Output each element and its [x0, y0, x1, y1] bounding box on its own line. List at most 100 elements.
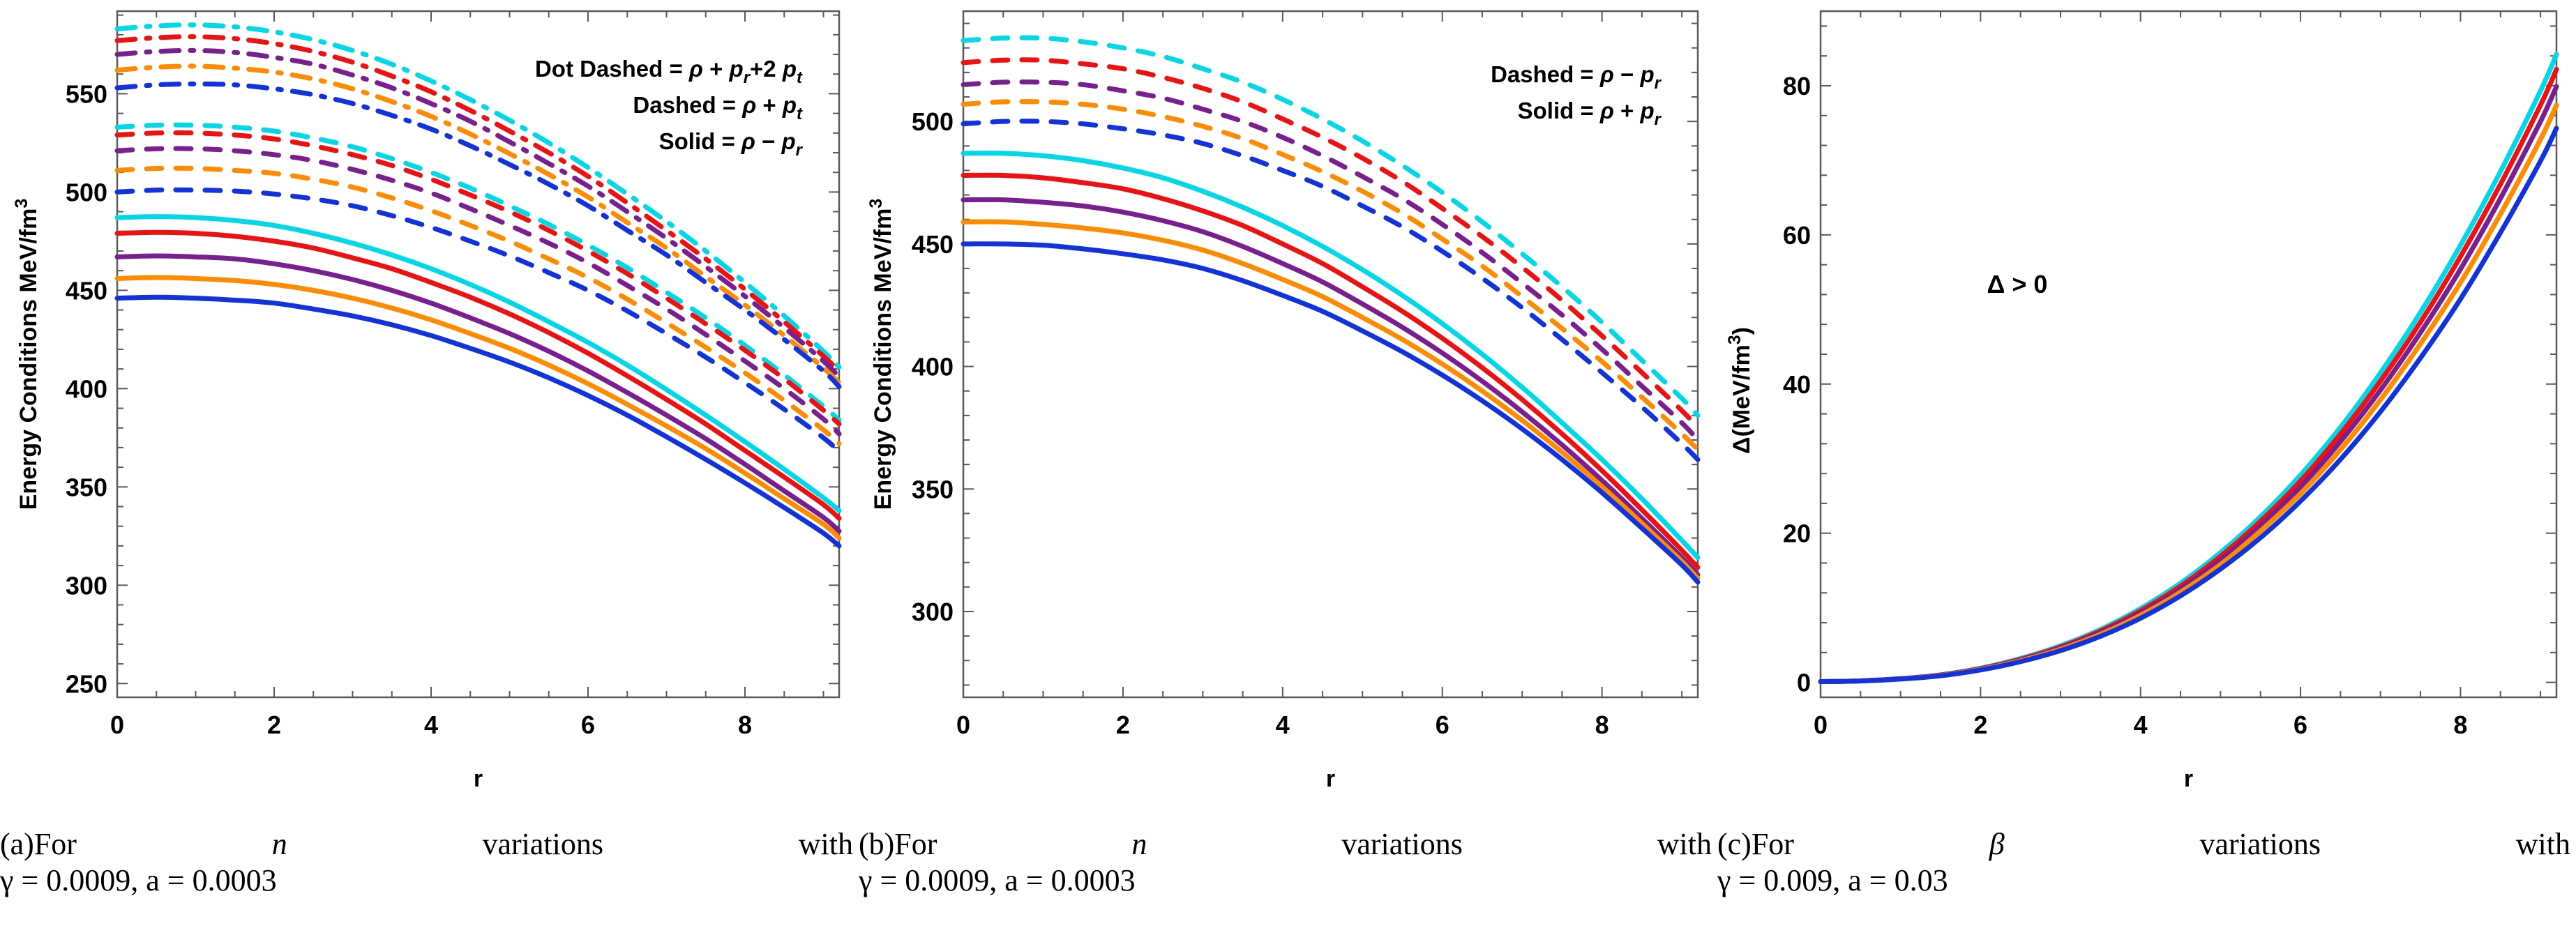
- legend-p1: p: [1639, 61, 1654, 87]
- y-tick-label: 300: [912, 598, 954, 626]
- legend-prefix: Dashed =: [1491, 61, 1600, 87]
- legend-p2: p: [782, 56, 797, 82]
- curve-dotdashed-n1: [114, 22, 842, 370]
- curve-dashed-n3: [961, 79, 1701, 443]
- x-axis-label: r: [474, 766, 483, 792]
- x-tick-label: 8: [738, 711, 752, 739]
- y-tick-label: 250: [66, 669, 107, 698]
- x-tick-label: 2: [267, 711, 281, 739]
- caption-b-w0: (b)For: [859, 827, 937, 861]
- caption-a-w0: (a)For: [0, 827, 77, 861]
- x-tick-label: 0: [1814, 711, 1828, 739]
- legend-op2: +2: [750, 56, 783, 82]
- legend-prefix: Solid =: [1518, 98, 1600, 123]
- curve-solid-n2: [961, 172, 1701, 570]
- y-axis-label: Energy Conditions MeV/fm3: [12, 199, 42, 510]
- legend-op1: +: [1614, 98, 1641, 123]
- y-tick-label: 80: [1783, 72, 1811, 100]
- curve-dashed-n1: [961, 35, 1701, 418]
- legend-rho: ρ: [741, 128, 755, 154]
- y-axis-label-sup: 3: [12, 199, 31, 208]
- caption-b-line2: γ = 0.0009, a = 0.0003: [859, 863, 1136, 897]
- y-tick-label: 400: [66, 374, 107, 403]
- curve-dashed-n2: [114, 130, 842, 427]
- y-tick-label: 400: [912, 353, 954, 381]
- panel-b: 0 2 4 6 8 300 350 400 450 500 Energy Conditions Me…: [859, 0, 1717, 949]
- y-tick-label: 350: [912, 475, 954, 503]
- x-tick-label: 0: [956, 711, 970, 739]
- legend-prefix: Solid =: [659, 128, 741, 154]
- legend-prefix: Dashed =: [633, 92, 742, 118]
- curve-solid-n3: [961, 197, 1701, 577]
- y-axis-label-sup: 3: [1725, 335, 1745, 344]
- legend-line-0: Dashed = ρ − pr: [1491, 61, 1662, 93]
- caption-b-w2: variations: [1341, 827, 1463, 861]
- legend-op1: −: [755, 128, 782, 154]
- legend-rho: ρ: [1599, 98, 1614, 123]
- legend-sub1: r: [1655, 74, 1662, 93]
- curve-dashed-n5: [961, 119, 1701, 462]
- panel-a: 0 2 4 6 8 250 300 350 400 450 500 550 Energy Conditi…: [0, 0, 859, 949]
- curve-solid-n3: [114, 253, 842, 534]
- legend-op1: +: [756, 92, 783, 118]
- caption-b-w1: n: [1131, 827, 1147, 861]
- plot-frame: [1819, 10, 2558, 699]
- legend-sub1: r: [1655, 110, 1662, 129]
- curve-dashed-n5: [114, 187, 842, 455]
- y-tick-label: 350: [66, 473, 107, 501]
- y-tick-label: 20: [1783, 519, 1811, 548]
- y-axis-label-main: Energy Conditions MeV/fm: [15, 208, 42, 510]
- legend-sub1: r: [744, 68, 751, 87]
- curve-dashed-n1: [114, 122, 842, 423]
- panel-c-caption: (c)For β variations with γ = 0.009, a = …: [1717, 826, 2576, 899]
- curve-dashed-n3: [114, 146, 842, 436]
- curve-dotdashed-n3: [114, 47, 842, 379]
- caption-a-w3: with: [798, 827, 853, 861]
- panel-b-caption: (b)For n variations with γ = 0.0009, a =…: [859, 826, 1717, 899]
- x-tick-label: 6: [1436, 711, 1449, 739]
- y-tick-label: 300: [66, 571, 107, 600]
- panel-c: 0 2 4 6 8 0 20 40 60 80 Δ(MeV/fm3) r Δ > 0 (c)For β …: [1717, 0, 2576, 949]
- caption-a-w1: n: [271, 827, 287, 861]
- y-tick-label: 450: [912, 230, 954, 259]
- caption-c-w0: (c)For: [1717, 827, 1794, 861]
- caption-c-w2: variations: [2199, 827, 2321, 861]
- y-tick-label: 500: [66, 178, 107, 206]
- legend-sub2: t: [797, 68, 803, 87]
- y-axis-label: Energy Conditions MeV/fm3: [866, 199, 896, 510]
- legend-prefix: Dot Dashed =: [535, 56, 689, 82]
- caption-a-w2: variations: [482, 827, 603, 861]
- y-axis-label: Δ(MeV/fm3): [1725, 327, 1755, 454]
- curve-dotdashed-n2: [114, 34, 842, 374]
- x-tick-label: 8: [1595, 711, 1609, 739]
- curve-solid-n1: [114, 214, 842, 513]
- legend-p1: p: [782, 92, 797, 118]
- legend-rho: ρ: [688, 56, 703, 82]
- x-axis-label: r: [1326, 766, 1335, 792]
- y-tick-label: 550: [66, 79, 107, 108]
- y-tick-label: 40: [1783, 370, 1811, 399]
- caption-c-line2: γ = 0.009, a = 0.03: [1717, 863, 1948, 897]
- curve-solid-n5: [961, 241, 1701, 585]
- y-tick-label: 450: [66, 276, 107, 305]
- legend-rho: ρ: [741, 92, 756, 118]
- curve-solid-n4: [114, 275, 842, 541]
- legend-rho: ρ: [1599, 61, 1614, 87]
- curve-solid-b5: [1818, 126, 2559, 685]
- x-tick-label: 4: [2134, 711, 2148, 739]
- x-tick-label: 6: [2293, 711, 2307, 739]
- x-tick-label: 4: [424, 711, 438, 739]
- legend-op1: +: [703, 56, 730, 82]
- caption-c-w1: β: [1989, 827, 2005, 861]
- x-tick-label: 2: [1116, 711, 1130, 739]
- curve-dashed-n2: [961, 57, 1701, 430]
- y-tick-label: 0: [1797, 669, 1811, 697]
- curve-solid-n4: [961, 219, 1701, 582]
- y-axis-label-main: Energy Conditions MeV/fm: [870, 208, 896, 510]
- annotation-delta-positive: Δ > 0: [1987, 270, 2048, 298]
- caption-b-w3: with: [1657, 827, 1712, 861]
- x-tick-label: 0: [110, 711, 124, 739]
- x-tick-label: 2: [1973, 711, 1987, 739]
